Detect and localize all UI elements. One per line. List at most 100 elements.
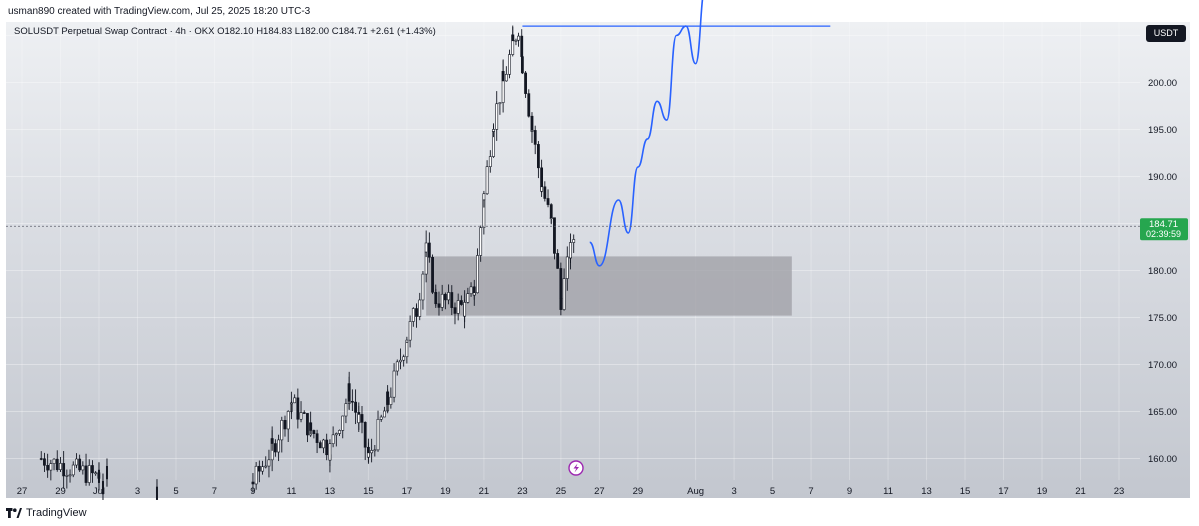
- candle-body: [315, 433, 319, 443]
- candle-body: [399, 359, 402, 363]
- candle-body: [91, 465, 94, 474]
- last-price-label: 184.71: [1149, 219, 1178, 230]
- countdown-label: 02:39:59: [1146, 229, 1181, 239]
- time-tick-label: 11: [287, 486, 297, 497]
- candle-body: [395, 361, 399, 372]
- candle-body: [286, 411, 290, 430]
- candle-body: [354, 401, 357, 413]
- time-tick-label: 3: [731, 486, 736, 497]
- candle-body: [527, 93, 531, 117]
- candle-body: [299, 412, 303, 420]
- candle-body: [373, 449, 377, 452]
- candle-body: [257, 465, 261, 472]
- time-axis: 27 29 Jul 3 5 7 9 11 13 15 17 19 21 23 25 27 29 Aug 3 5 7 9 11…: [17, 486, 1125, 497]
- candle-body: [546, 198, 550, 205]
- candle-body: [514, 39, 518, 42]
- candle-body: [453, 307, 457, 314]
- time-tick-label: 9: [250, 486, 255, 497]
- price-tick-label: 165.00: [1148, 407, 1177, 418]
- candle-body: [540, 186, 544, 192]
- candle-body: [411, 308, 415, 322]
- candle-body: [572, 239, 576, 243]
- candle-body: [549, 204, 553, 219]
- alert-bolt-icon[interactable]: [568, 460, 584, 476]
- candle-body: [65, 475, 69, 477]
- time-tick-label: 5: [770, 486, 775, 497]
- candle-body: [273, 443, 277, 453]
- candle-body: [469, 286, 473, 294]
- candle-body: [476, 255, 479, 294]
- candle-body: [501, 71, 505, 82]
- candle-body: [302, 412, 306, 414]
- currency-button[interactable]: USDT: [1146, 25, 1186, 42]
- candle-body: [306, 413, 309, 436]
- candle-body: [55, 458, 59, 470]
- candle-body: [43, 458, 46, 466]
- candle-body: [492, 129, 495, 132]
- candle-body: [312, 430, 316, 434]
- candle-body: [431, 256, 434, 293]
- candle-body: [59, 463, 62, 470]
- candle-body: [533, 130, 537, 145]
- tradingview-logo-icon: [6, 508, 22, 518]
- candle-body: [101, 481, 104, 495]
- candle-body: [392, 370, 396, 398]
- candle-body: [498, 102, 502, 105]
- candle-body: [293, 397, 297, 404]
- candle-body: [463, 302, 467, 317]
- candle-body: [565, 256, 569, 279]
- candle-body: [296, 397, 300, 420]
- candle-body: [367, 452, 370, 458]
- candle-body: [537, 144, 540, 169]
- candlestick-series: [39, 25, 576, 500]
- candle-body: [322, 439, 325, 449]
- candle-body: [408, 321, 412, 341]
- footer: TradingView: [0, 500, 1199, 526]
- time-tick-label: Aug: [687, 486, 704, 497]
- candle-body: [559, 298, 563, 310]
- candle-body: [569, 242, 572, 259]
- author-credit: usman890 created with TradingView.com, J…: [8, 6, 311, 17]
- candle-body: [267, 459, 271, 467]
- time-tick-label: 17: [998, 486, 1009, 497]
- candle-body: [325, 439, 329, 456]
- time-tick-label: 11: [883, 486, 893, 497]
- price-tick-label: 200.00: [1148, 78, 1177, 89]
- time-tick-label: 15: [363, 486, 374, 497]
- candle-body: [46, 465, 50, 471]
- candle-body: [530, 130, 534, 132]
- candle-body: [338, 430, 341, 434]
- time-tick-label: 5: [173, 486, 178, 497]
- top-bar: usman890 created with TradingView.com, J…: [0, 0, 1199, 22]
- time-tick-label: 19: [1037, 486, 1048, 497]
- candle-body: [383, 410, 386, 418]
- candle-body: [68, 474, 72, 477]
- candle-body: [331, 434, 335, 445]
- candle-body: [52, 458, 56, 464]
- candle-body: [363, 422, 367, 448]
- candle-body: [405, 339, 409, 343]
- candle-body: [553, 217, 556, 254]
- candle-body: [511, 34, 515, 42]
- price-tick-label: 160.00: [1148, 454, 1177, 465]
- candle-body: [78, 458, 82, 471]
- price-chart[interactable]: 160.00165.00170.00175.00180.00185.00190.…: [0, 0, 1199, 500]
- time-tick-label: 23: [517, 486, 528, 497]
- candle-body: [347, 383, 351, 402]
- candle-body: [309, 422, 313, 431]
- candle-body: [105, 466, 108, 480]
- candle-body: [418, 299, 422, 317]
- candle-body: [264, 465, 268, 468]
- candle-body: [405, 341, 409, 358]
- symbol-legend: SOLUSDT Perpetual Swap Contract · 4h · O…: [14, 26, 436, 37]
- projection-curve: [589, 0, 704, 267]
- candle-body: [155, 486, 158, 500]
- candle-body: [549, 217, 553, 219]
- candle-body: [344, 403, 348, 417]
- candle-body: [443, 293, 447, 301]
- candle-body: [261, 466, 264, 472]
- candle-body: [360, 414, 364, 423]
- candle-body: [81, 465, 85, 471]
- candle-body: [437, 303, 441, 308]
- candle-body: [504, 73, 508, 82]
